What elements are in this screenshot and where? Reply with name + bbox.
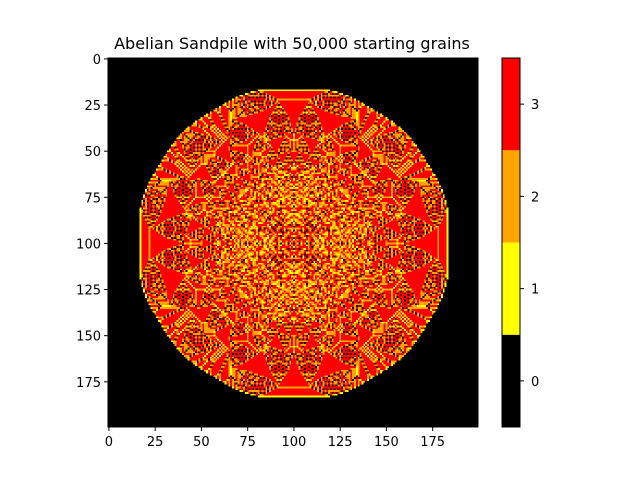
x-tick-label: 175 xyxy=(420,435,445,450)
colorbar-segment xyxy=(502,334,520,427)
colorbar-segment xyxy=(502,150,520,243)
heatmap xyxy=(108,58,478,427)
y-tick-label: 175 xyxy=(76,376,101,391)
y-tick-label: 25 xyxy=(84,99,101,114)
y-tick-label: 100 xyxy=(76,237,101,252)
y-tick-label: 75 xyxy=(84,191,101,206)
x-tick-label: 100 xyxy=(282,435,307,450)
colorbar-tick-label: 2 xyxy=(531,190,539,205)
x-tick-label: 50 xyxy=(193,435,210,450)
y-axis: 0 25 50 75 100 125 150 175 xyxy=(76,53,108,391)
colorbar-tick-label: 3 xyxy=(531,98,539,113)
colorbar-frame xyxy=(501,57,521,428)
x-tick-label: 25 xyxy=(147,435,164,450)
plot-frame xyxy=(107,57,479,428)
colorbar-tick-label: 0 xyxy=(531,375,539,390)
x-axis: 0 25 50 75 100 125 150 175 xyxy=(105,427,445,450)
y-tick-label: 150 xyxy=(76,330,101,345)
sandpile-heatmap-image xyxy=(108,58,478,427)
x-tick-label: 150 xyxy=(374,435,399,450)
chart-title: Abelian Sandpile with 50,000 starting gr… xyxy=(114,34,470,53)
colorbar-segment xyxy=(502,58,520,151)
colorbar-tick-label: 1 xyxy=(531,283,539,298)
colorbar: 0 1 2 3 xyxy=(501,57,539,428)
x-tick-label: 0 xyxy=(105,435,113,450)
y-tick-label: 50 xyxy=(84,145,101,160)
x-tick-label: 125 xyxy=(328,435,353,450)
colorbar-segment xyxy=(502,242,520,335)
y-tick-label: 0 xyxy=(93,53,101,68)
x-tick-label: 75 xyxy=(239,435,256,450)
y-tick-label: 125 xyxy=(76,284,101,299)
